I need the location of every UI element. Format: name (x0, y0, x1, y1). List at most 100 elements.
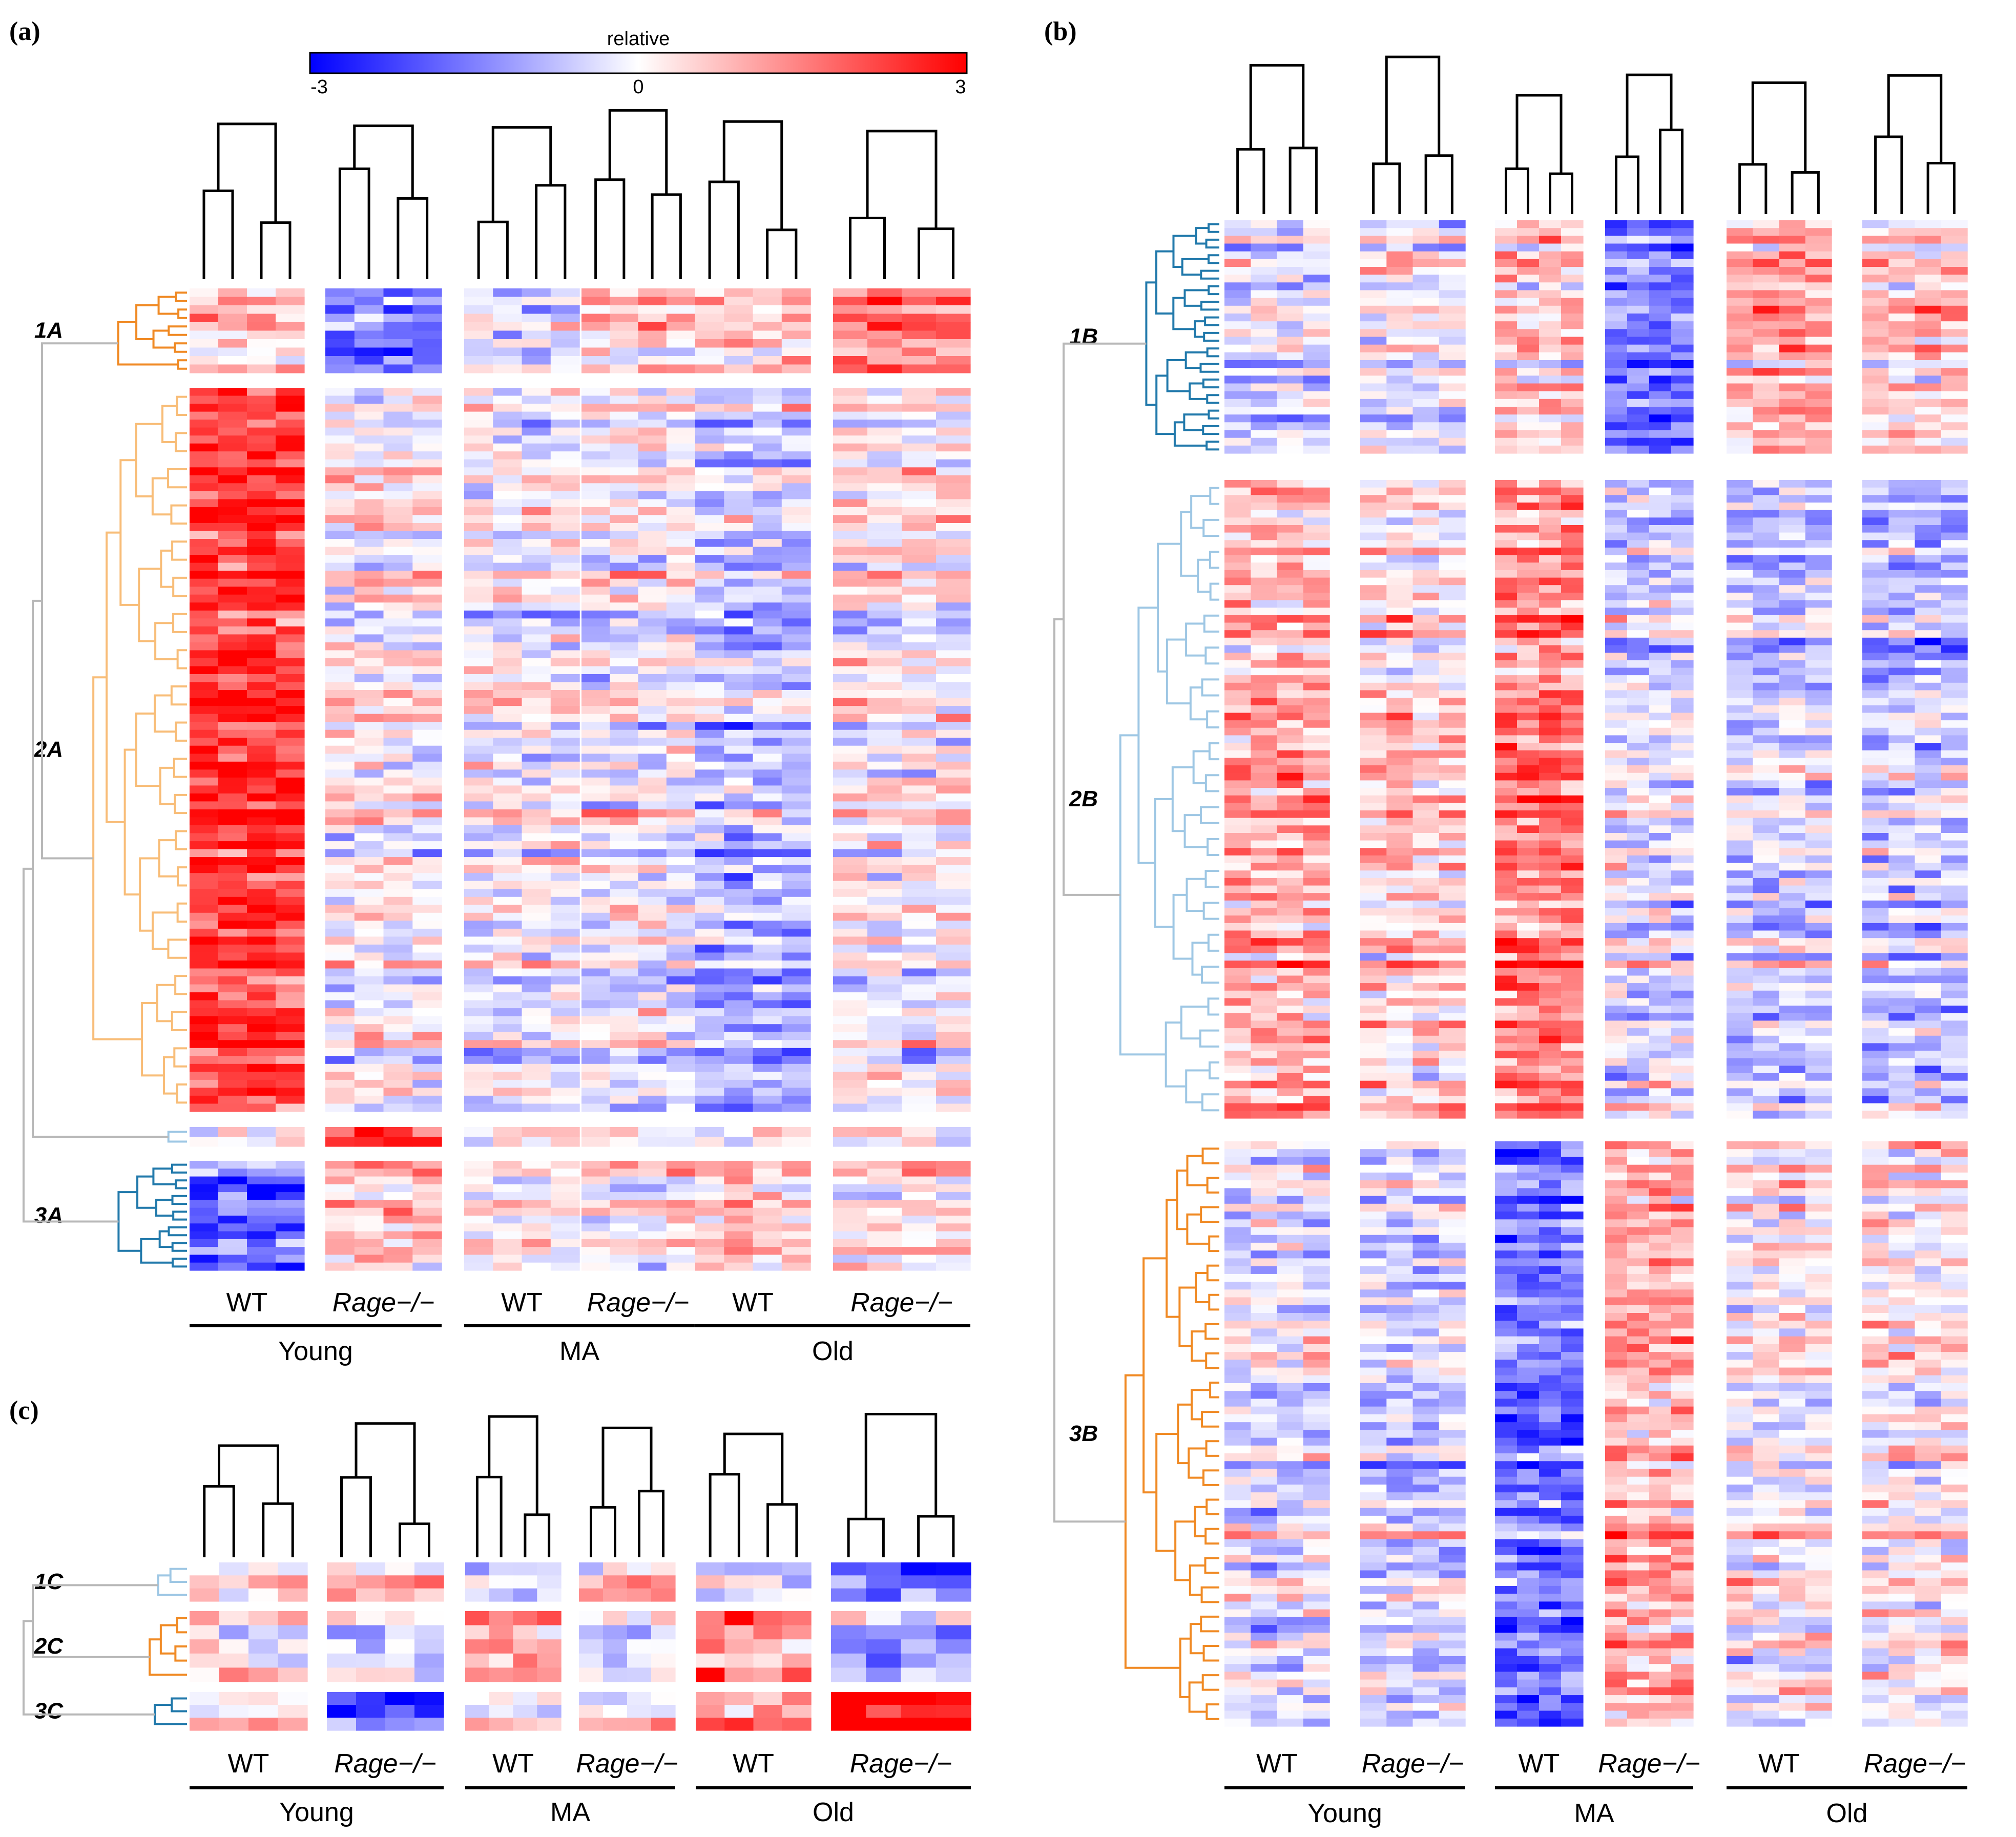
heatmap-cell (276, 467, 305, 476)
heatmap-cell (522, 1262, 551, 1271)
heatmap-cell (1224, 337, 1251, 345)
heatmap-cell (1539, 414, 1562, 423)
heatmap-cell (1303, 667, 1330, 676)
heatmap-cell (1386, 314, 1414, 322)
heatmap-cell (753, 1255, 782, 1263)
heatmap-cell (666, 968, 695, 977)
heatmap-cell (1495, 750, 1518, 758)
heatmap-cell (383, 1200, 413, 1208)
heatmap-cell (1727, 321, 1753, 329)
heatmap-cell (753, 714, 782, 722)
heatmap-cell (383, 658, 413, 666)
heatmap-cell (1649, 290, 1672, 299)
heatmap-cell (1517, 600, 1540, 608)
heatmap-cell (493, 356, 523, 365)
heatmap-cell (781, 881, 811, 889)
heatmap-cell (412, 825, 442, 834)
heatmap-cell (1727, 391, 1753, 400)
heatmap-cell (1224, 251, 1251, 260)
heatmap-cell (276, 785, 305, 794)
heatmap-cell (550, 1247, 580, 1255)
heatmap-cell (867, 314, 902, 323)
heatmap-cell (1277, 510, 1304, 518)
heatmap-cell (550, 896, 580, 905)
heatmap-cell (1753, 825, 1780, 833)
heatmap-cell (695, 388, 724, 396)
age-label-0-2: Old (812, 1337, 854, 1366)
heatmap-cell (412, 314, 442, 323)
genotype-label-0-3: Rage−/− (587, 1288, 690, 1318)
heatmap-cell (581, 841, 610, 850)
heatmap-cell (781, 404, 811, 412)
heatmap-cell (354, 722, 384, 730)
heatmap-cell (276, 1255, 305, 1263)
heatmap-cell (1251, 705, 1278, 714)
heatmap-cell (1941, 525, 1968, 533)
heatmap-cell (1805, 900, 1832, 909)
colorbar-min-label: -3 (310, 76, 328, 98)
heatmap-cell (218, 849, 247, 858)
heatmap-cell (1495, 727, 1518, 736)
heatmap-cell (1277, 329, 1304, 338)
heatmap-cell (1360, 878, 1387, 886)
heatmap-cell (1360, 243, 1387, 252)
heatmap-cell (522, 1200, 551, 1208)
heatmap-cell (781, 1040, 811, 1049)
heatmap-cell (522, 761, 551, 770)
heatmap-cell (902, 531, 937, 539)
heatmap-cell (695, 714, 724, 722)
heatmap-cell (581, 404, 610, 412)
heatmap-cell (833, 1095, 868, 1104)
heatmap-cell (1561, 908, 1584, 916)
heatmap-cell (1915, 765, 1942, 774)
heatmap-cell (902, 297, 937, 306)
heatmap-cell (493, 873, 523, 882)
heatmap-cell (1277, 570, 1304, 578)
heatmap-cell (1539, 735, 1562, 743)
heatmap-cell (1360, 645, 1387, 653)
heatmap-cell (610, 1040, 639, 1049)
heatmap-cell (218, 1207, 247, 1216)
heatmap-cell (1224, 570, 1251, 578)
heatmap-cell (218, 443, 247, 452)
heatmap-cell (522, 618, 551, 627)
heatmap-cell (1941, 540, 1968, 548)
column-dendrogram-0-1 (338, 124, 429, 279)
heatmap-cell (1439, 615, 1466, 623)
heatmap-cell (695, 928, 724, 937)
heatmap-cell (1888, 383, 1916, 392)
heatmap-cell (902, 666, 937, 675)
heatmap-cell (1224, 682, 1251, 691)
heatmap-cell (695, 435, 724, 444)
heatmap-cell (1671, 863, 1694, 871)
heatmap-cell (1627, 430, 1650, 439)
heatmap-cell (1941, 863, 1968, 871)
heatmap-cell (190, 330, 219, 340)
heatmap-cell (1671, 352, 1694, 361)
heatmap-cell (1915, 243, 1942, 252)
heatmap-cell (666, 587, 695, 595)
heatmap-cell (550, 427, 580, 436)
heatmap-cell (1915, 818, 1942, 826)
heatmap-cell (1561, 893, 1584, 901)
heatmap-cell (1805, 720, 1832, 728)
heatmap-cell (1671, 267, 1694, 275)
heatmap-cell (354, 1000, 384, 1009)
heatmap-cell (781, 1176, 811, 1185)
heatmap-cell (638, 1137, 667, 1147)
heatmap-cell (412, 777, 442, 786)
heatmap-cell (354, 1239, 384, 1247)
heatmap-cell (1277, 251, 1304, 260)
heatmap-cell (1627, 675, 1650, 683)
heatmap-cell (581, 936, 610, 945)
heatmap-cell (753, 571, 782, 579)
heatmap-cell (1627, 848, 1650, 856)
heatmap-cell (724, 1231, 754, 1240)
heatmap-cell (724, 1008, 754, 1017)
heatmap-cell (724, 1024, 754, 1033)
heatmap-cell (276, 578, 305, 587)
heatmap-cell (867, 467, 902, 476)
heatmap-cell (1605, 220, 1628, 228)
heatmap-cell (1888, 555, 1916, 563)
heatmap-cell (1671, 282, 1694, 291)
